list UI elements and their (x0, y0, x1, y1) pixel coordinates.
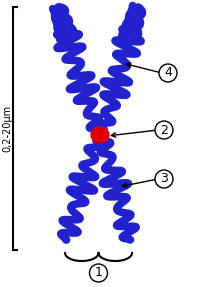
Text: 2: 2 (160, 123, 168, 137)
Text: 3: 3 (160, 172, 168, 185)
Text: 4: 4 (164, 67, 172, 79)
Text: 1: 1 (95, 267, 102, 280)
Text: 0,2-20μm: 0,2-20μm (2, 105, 12, 152)
Ellipse shape (91, 127, 109, 143)
